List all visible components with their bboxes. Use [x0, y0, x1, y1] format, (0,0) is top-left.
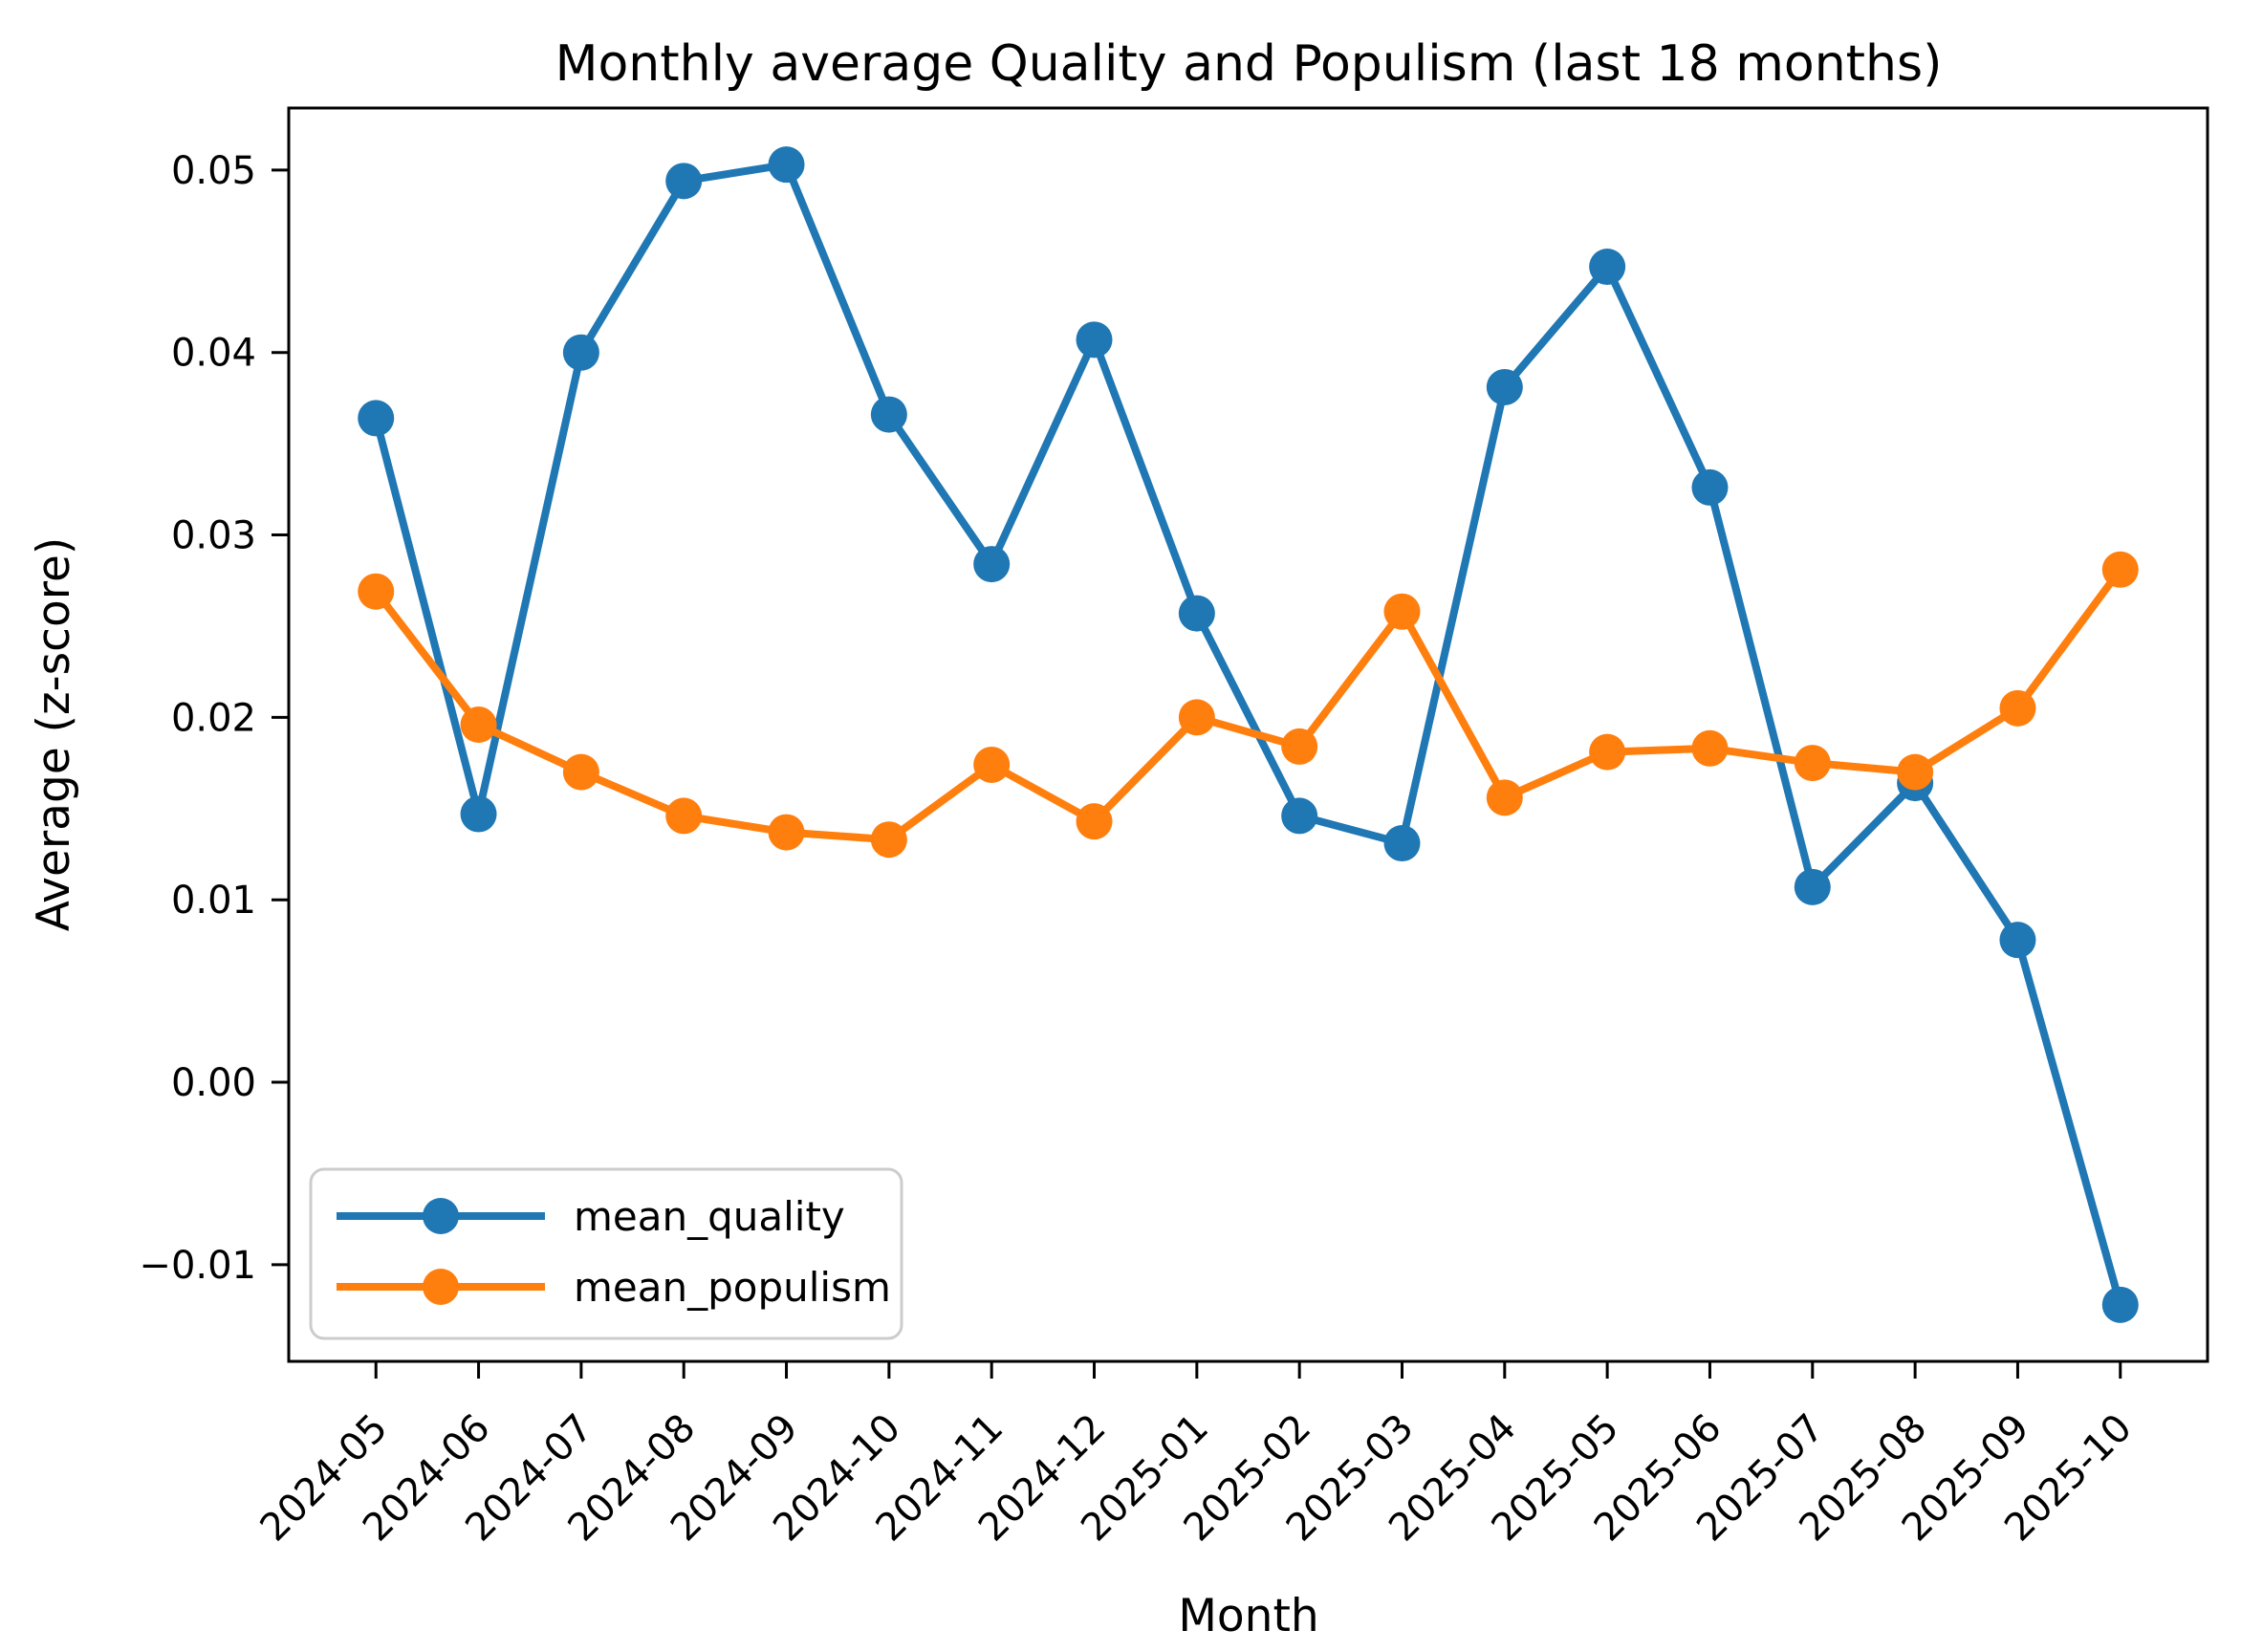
legend-marker-populism [423, 1269, 459, 1305]
data-point-mean_populism [1897, 753, 1934, 791]
data-point-mean_populism [1178, 699, 1215, 736]
data-point-mean_populism [358, 573, 395, 610]
data-point-mean_populism [1076, 803, 1113, 840]
legend-label-populism: mean_populism [574, 1264, 891, 1311]
legend-box [309, 1167, 903, 1340]
data-point-mean_populism [1794, 745, 1831, 782]
data-point-mean_populism [2101, 551, 2139, 588]
data-point-mean_populism [562, 753, 599, 791]
data-point-mean_quality [358, 400, 395, 437]
data-point-mean_quality [1076, 321, 1113, 359]
legend: mean_quality mean_populism [309, 1167, 903, 1340]
data-point-mean_populism [665, 797, 703, 835]
legend-label-quality: mean_quality [574, 1193, 845, 1240]
data-point-mean_quality [1281, 797, 1318, 835]
data-point-mean_quality [460, 795, 497, 833]
x-axis-label: Month [1178, 1590, 1318, 1642]
y-tick-label: 0.04 [171, 332, 256, 376]
axes-frame [287, 106, 2209, 1363]
data-point-mean_populism [460, 706, 497, 744]
data-point-mean_quality [1486, 368, 1523, 405]
data-point-mean_quality [1794, 868, 1831, 905]
data-point-mean_quality [665, 163, 703, 200]
data-point-mean_populism [768, 814, 805, 851]
data-point-mean_populism [973, 746, 1011, 783]
data-point-mean_quality [973, 546, 1011, 583]
y-tick-label: 0.00 [171, 1061, 256, 1105]
data-point-mean_populism [1999, 689, 2036, 727]
data-point-mean_populism [870, 821, 907, 859]
data-point-mean_quality [1383, 825, 1421, 862]
data-point-mean_quality [870, 396, 907, 433]
chart-title: Monthly average Quality and Populism (la… [555, 35, 1943, 93]
data-point-mean_populism [1691, 729, 1729, 767]
data-point-mean_quality [768, 146, 805, 184]
data-point-mean_quality [1589, 249, 1626, 286]
y-tick-label: 0.03 [171, 514, 256, 558]
y-axis-label: Average (z-score) [28, 537, 80, 932]
series-line-mean_quality [372, 161, 2124, 1309]
y-tick-label: −0.01 [139, 1244, 256, 1288]
y-tick-label: 0.02 [171, 696, 256, 740]
data-point-mean_populism [1281, 728, 1318, 765]
y-tick-label: 0.01 [171, 879, 256, 923]
legend-marker-quality [423, 1198, 459, 1234]
data-point-mean_quality [562, 334, 599, 371]
data-point-mean_quality [1691, 468, 1729, 506]
legend-entry-populism: mean_populism [337, 1264, 891, 1311]
legend-entry-quality: mean_quality [337, 1193, 845, 1240]
data-point-mean_quality [1999, 922, 2036, 959]
data-point-mean_populism [1383, 593, 1421, 630]
data-point-mean_quality [2101, 1286, 2139, 1323]
data-point-mean_populism [1589, 733, 1626, 771]
data-point-mean_populism [1486, 779, 1523, 816]
y-tick-label: 0.05 [171, 149, 256, 193]
series-line-mean_populism [372, 565, 2124, 844]
data-point-mean_quality [1178, 595, 1215, 632]
